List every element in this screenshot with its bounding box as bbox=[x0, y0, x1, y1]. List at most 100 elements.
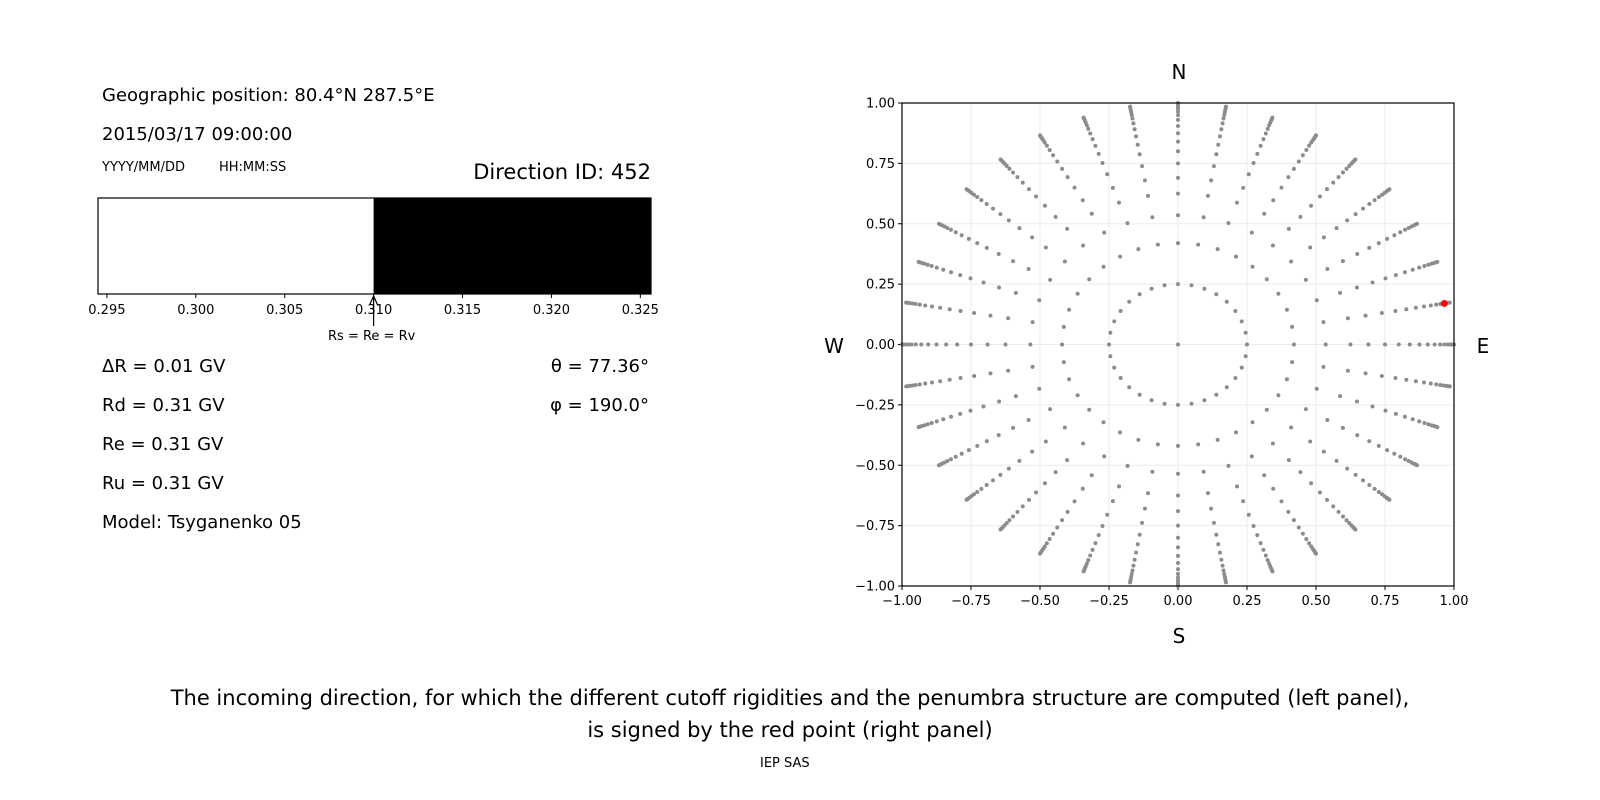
direction-point bbox=[1088, 553, 1093, 558]
direction-point bbox=[1038, 551, 1042, 556]
direction-point bbox=[998, 212, 1003, 217]
marker-arrow-head bbox=[369, 294, 379, 306]
direction-point bbox=[969, 342, 973, 347]
direction-point bbox=[953, 454, 958, 459]
direction-point bbox=[1055, 525, 1060, 530]
direction-point bbox=[917, 302, 922, 307]
direction-point bbox=[1140, 164, 1145, 169]
direction-point bbox=[1176, 117, 1180, 122]
direction-point bbox=[1233, 254, 1238, 259]
y-tick-label: −0.50 bbox=[855, 459, 895, 474]
direction-point bbox=[1422, 420, 1427, 425]
direction-point bbox=[1065, 509, 1070, 514]
direction-point bbox=[1118, 254, 1123, 259]
direction-point bbox=[1176, 575, 1180, 580]
direction-point bbox=[1127, 385, 1132, 390]
direction-point bbox=[972, 311, 977, 316]
direction-point bbox=[1215, 247, 1220, 252]
direction-point bbox=[966, 236, 971, 241]
direction-point bbox=[1435, 425, 1440, 430]
direction-point bbox=[1289, 425, 1294, 430]
direction-point bbox=[1061, 324, 1066, 329]
direction-point bbox=[1317, 490, 1322, 495]
direction-point bbox=[1055, 159, 1060, 164]
direction-point bbox=[1176, 123, 1180, 128]
direction-point bbox=[944, 342, 949, 347]
direction-point bbox=[1096, 151, 1101, 156]
direction-point bbox=[1387, 187, 1392, 192]
direction-point bbox=[1149, 398, 1154, 403]
direction-point bbox=[1296, 525, 1301, 530]
theta: θ = 77.36° bbox=[550, 356, 649, 377]
direction-point bbox=[1137, 292, 1142, 297]
direction-point bbox=[1323, 342, 1328, 347]
direction-point bbox=[1026, 417, 1031, 422]
direction-point bbox=[1216, 542, 1221, 547]
direction-point bbox=[949, 270, 954, 275]
direction-point bbox=[1060, 342, 1065, 347]
direction-point bbox=[1214, 152, 1219, 157]
direction-point bbox=[968, 408, 973, 413]
direction-point bbox=[1417, 265, 1422, 270]
direction-point bbox=[1340, 170, 1345, 175]
direction-point bbox=[919, 342, 924, 347]
direction-point bbox=[1134, 550, 1139, 555]
x-tick-label: 0.50 bbox=[1302, 594, 1331, 609]
y-tick-label: −0.75 bbox=[855, 519, 895, 534]
direction-point bbox=[1047, 537, 1052, 542]
direction-point bbox=[1062, 425, 1067, 430]
direction-point bbox=[1376, 443, 1381, 448]
direction-point bbox=[1303, 407, 1308, 412]
direction-point bbox=[1102, 230, 1107, 235]
direction-point bbox=[1176, 213, 1180, 218]
direction-point bbox=[1325, 497, 1330, 502]
direction-point bbox=[1303, 277, 1308, 282]
direction-point bbox=[984, 439, 989, 444]
direction-point bbox=[1286, 175, 1291, 180]
direction-point bbox=[1081, 569, 1086, 574]
direction-point bbox=[1030, 364, 1035, 369]
direction-point bbox=[1334, 458, 1339, 463]
direction-point bbox=[1155, 442, 1160, 447]
direction-point bbox=[975, 489, 980, 494]
direction-point bbox=[1233, 308, 1238, 313]
direction-point bbox=[1017, 458, 1022, 463]
direction-point bbox=[1340, 259, 1345, 264]
direction-point bbox=[1402, 414, 1407, 419]
direction-point bbox=[1438, 382, 1443, 387]
direction-point bbox=[1265, 126, 1270, 131]
direction-point bbox=[1224, 299, 1229, 304]
direction-point bbox=[1176, 553, 1180, 558]
direction-point bbox=[1096, 533, 1101, 538]
direction-point bbox=[1258, 541, 1263, 546]
direction-point bbox=[1426, 262, 1431, 267]
direction-point bbox=[1284, 307, 1289, 312]
direction-point bbox=[1428, 381, 1433, 386]
direction-point bbox=[1176, 161, 1180, 166]
direction-point bbox=[904, 384, 909, 389]
direction-point bbox=[1100, 160, 1105, 165]
direction-point bbox=[1243, 330, 1248, 335]
direction-point bbox=[1135, 142, 1140, 147]
direction-point bbox=[1026, 187, 1031, 192]
direction-point bbox=[1118, 308, 1123, 313]
direction-point bbox=[1366, 342, 1371, 347]
direction-point bbox=[996, 251, 1001, 256]
direction-point bbox=[1006, 218, 1011, 223]
direction-point bbox=[930, 304, 935, 309]
direction-point bbox=[1215, 437, 1220, 442]
direction-point bbox=[1007, 166, 1012, 171]
direction-point bbox=[1331, 504, 1336, 509]
direction-id: Direction ID: 452 bbox=[473, 160, 651, 184]
direction-point bbox=[1176, 175, 1180, 180]
direction-point bbox=[913, 302, 918, 307]
direction-point bbox=[1146, 491, 1151, 496]
direction-point bbox=[1428, 303, 1433, 308]
direction-point bbox=[1442, 342, 1447, 347]
direction-point bbox=[1006, 316, 1011, 321]
direction-point bbox=[1372, 486, 1377, 491]
direction-point bbox=[958, 376, 963, 381]
date-format: YYYY/MM/DD bbox=[102, 160, 185, 175]
direction-point bbox=[1080, 486, 1085, 491]
direction-point bbox=[1112, 319, 1117, 324]
